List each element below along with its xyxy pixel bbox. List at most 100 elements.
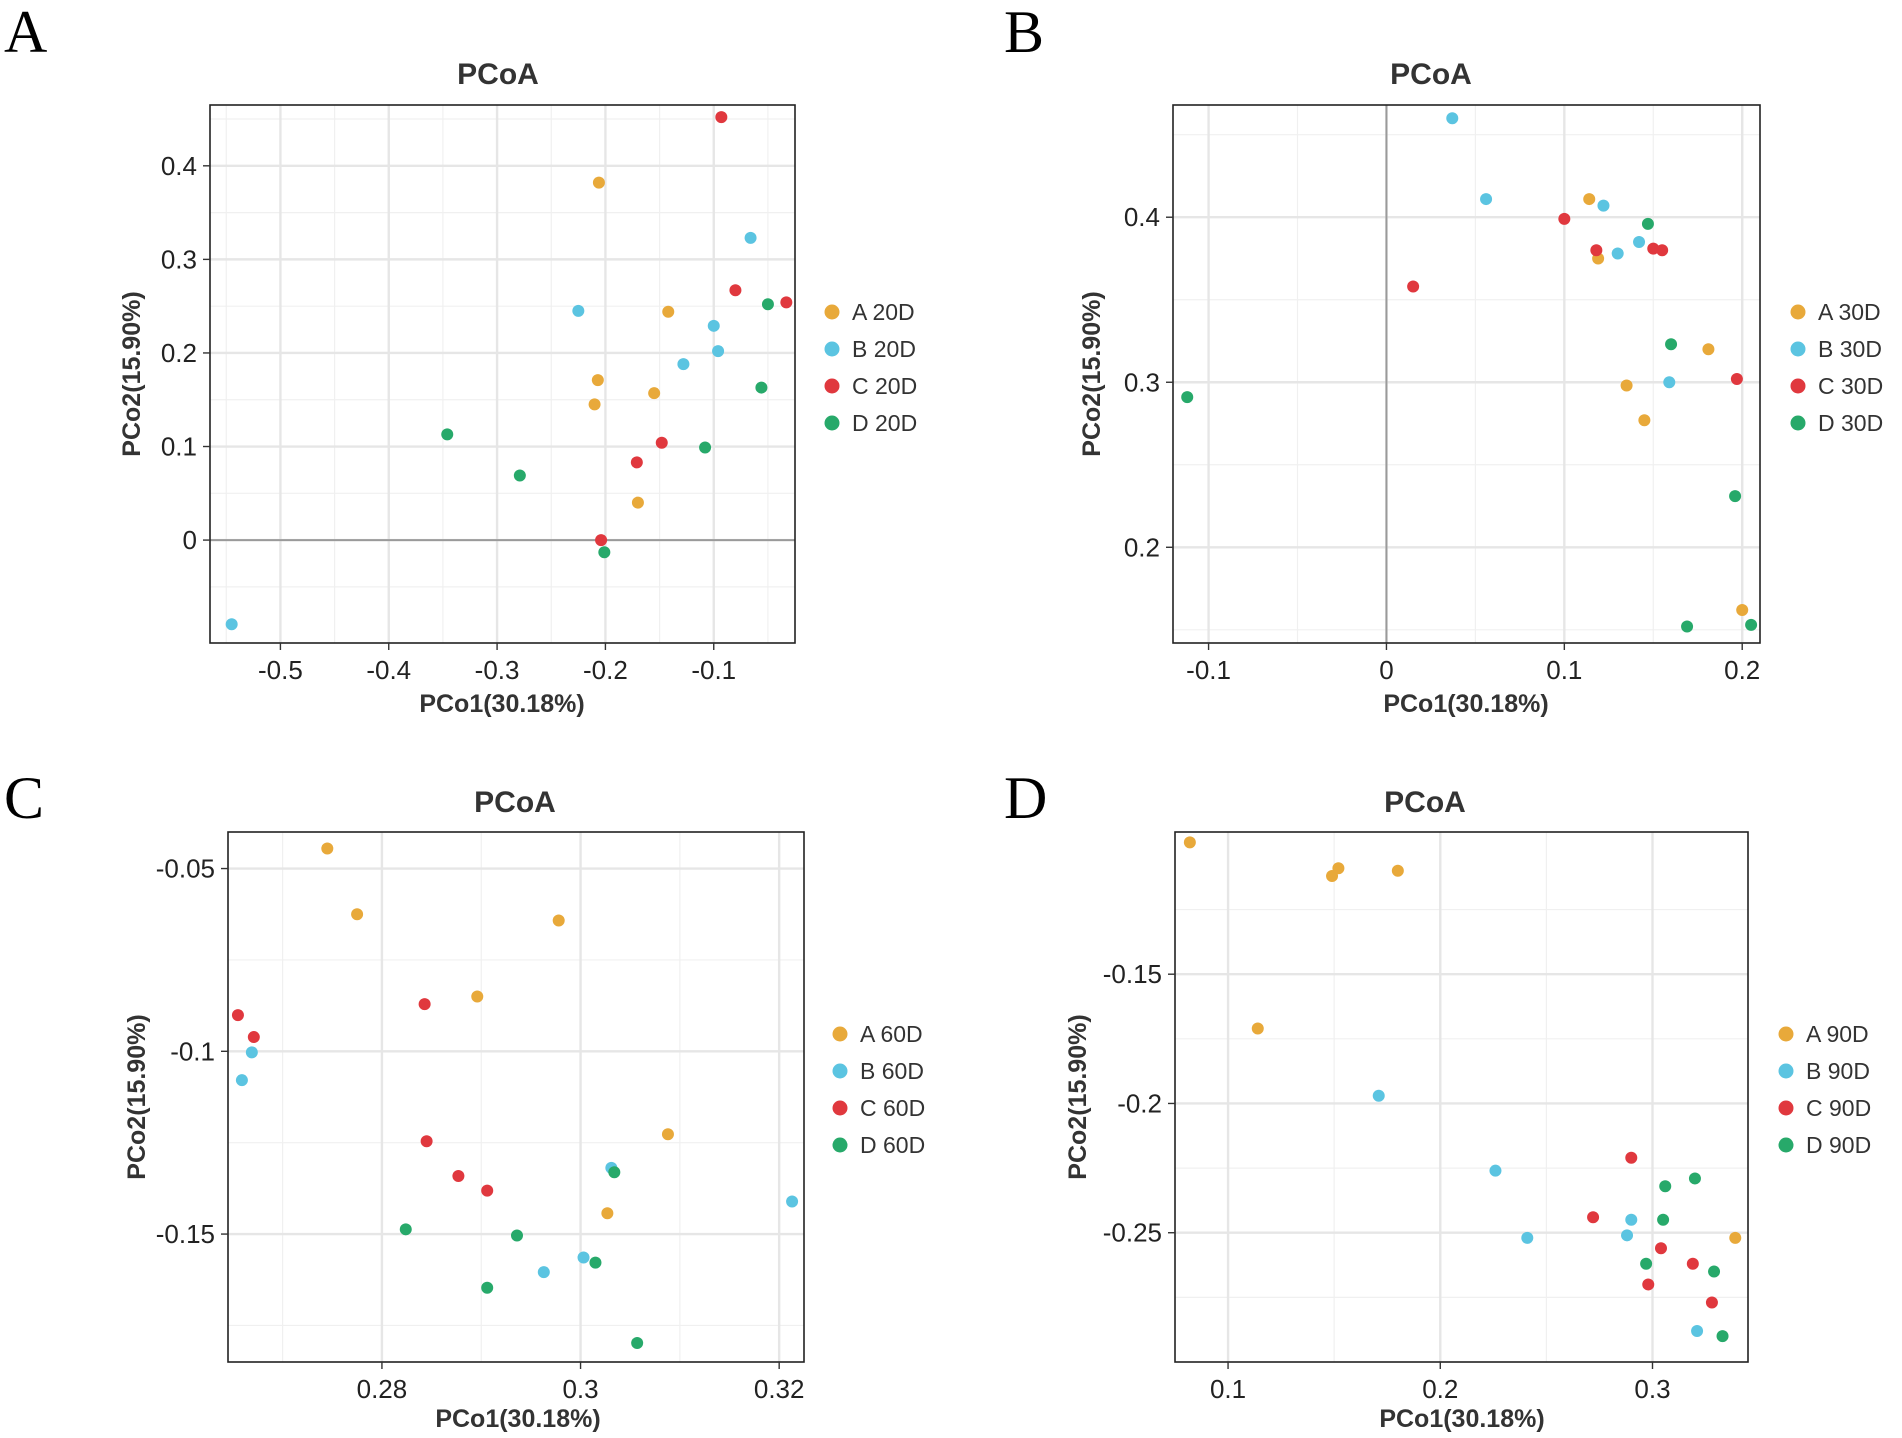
point-a — [351, 908, 364, 921]
x-tick-label: 0.2 — [1422, 1374, 1458, 1404]
point-a — [1729, 1231, 1742, 1244]
plot-frame — [1172, 104, 1761, 644]
legend-marker-c — [832, 1100, 848, 1116]
chart-title: PCoA — [1390, 58, 1472, 91]
point-b — [577, 1251, 590, 1264]
point-b — [537, 1266, 550, 1279]
point-b — [1621, 1229, 1634, 1242]
point-c — [595, 534, 608, 547]
point-c — [655, 436, 668, 449]
point-c — [452, 1169, 465, 1182]
point-a — [1620, 379, 1633, 392]
legend-label-a: A 60D — [860, 1021, 923, 1047]
point-c — [1686, 1257, 1699, 1270]
point-d — [589, 1256, 602, 1269]
data-points — [1183, 836, 1742, 1343]
data-points — [231, 842, 799, 1349]
point-b — [1446, 112, 1459, 125]
x-tick-label: 0.1 — [1210, 1374, 1246, 1404]
point-d — [1716, 1330, 1729, 1343]
point-b — [1521, 1231, 1534, 1244]
point-a — [588, 398, 601, 411]
point-d — [761, 298, 774, 311]
legend-label-a: A 30D — [1818, 299, 1881, 325]
point-b — [1625, 1213, 1638, 1226]
x-axis-label: PCo1(30.18%) — [1383, 690, 1548, 718]
y-tick-label: -0.25 — [1103, 1218, 1162, 1248]
data-points — [1181, 112, 1758, 633]
y-tick-label: -0.05 — [156, 854, 215, 884]
point-c — [1705, 1296, 1718, 1309]
legend-marker-a — [824, 304, 840, 320]
x-tick-label: 0 — [1379, 655, 1393, 685]
point-b — [1633, 235, 1646, 248]
panel-d: D PCoA 0.1 0.2 0.3 -0.25 -0.2 -0.15 PCo1(30.18%)… — [1004, 765, 1871, 1433]
point-b — [1480, 193, 1493, 206]
legend-marker-a — [1778, 1026, 1794, 1042]
point-b — [235, 1074, 248, 1087]
y-tick-label: -0.2 — [1117, 1088, 1162, 1118]
point-d — [1181, 391, 1194, 404]
legend-marker-d — [832, 1137, 848, 1153]
x-tick-label: -0.3 — [475, 655, 520, 685]
point-d — [1681, 620, 1694, 633]
point-b — [1611, 247, 1624, 260]
point-b — [1372, 1089, 1385, 1102]
point-d — [441, 428, 454, 441]
point-d — [510, 1229, 523, 1242]
legend-label-d: D 20D — [852, 410, 917, 436]
point-b — [1691, 1324, 1704, 1337]
point-a — [1638, 414, 1651, 427]
legend-label-d: D 30D — [1818, 410, 1883, 436]
point-a — [321, 842, 334, 855]
x-tick-label: 0.1 — [1546, 655, 1582, 685]
point-c — [715, 111, 728, 124]
legend-label-c: C 20D — [852, 373, 917, 399]
legend-label-a: A 20D — [852, 299, 915, 325]
grid — [1175, 832, 1748, 1362]
y-tick-label: 0 — [183, 525, 197, 555]
point-c — [1625, 1151, 1638, 1164]
legend-marker-a — [832, 1026, 848, 1042]
point-c — [630, 456, 643, 469]
legend-label-c: C 30D — [1818, 373, 1883, 399]
legend-marker-d — [1778, 1137, 1794, 1153]
legend-marker-a — [1790, 304, 1806, 320]
legend: A 60D B 60D C 60D D 60D — [832, 1021, 925, 1158]
point-d — [1659, 1180, 1672, 1193]
y-axis-label: PCo2(15.90%) — [123, 1014, 151, 1179]
plot-frame — [227, 831, 805, 1363]
point-c — [1647, 242, 1660, 255]
legend-label-b: B 90D — [1806, 1058, 1870, 1084]
point-a — [631, 496, 644, 509]
y-axis-label: PCo2(15.90%) — [1078, 291, 1106, 456]
point-a — [592, 176, 605, 189]
point-d — [1665, 338, 1678, 351]
panel-letter: D — [1004, 765, 1047, 831]
x-tick-label: -0.5 — [258, 655, 303, 685]
point-a — [591, 374, 604, 387]
legend-marker-d — [1790, 415, 1806, 431]
y-tick-label: -0.1 — [170, 1036, 215, 1066]
plot-background — [228, 832, 804, 1362]
point-c — [1587, 1211, 1600, 1224]
point-b — [744, 231, 757, 244]
y-tick-label: 0.3 — [161, 244, 197, 274]
point-b — [245, 1046, 258, 1059]
point-d — [608, 1166, 621, 1179]
point-a — [1326, 869, 1339, 882]
panel-letter: B — [1004, 0, 1044, 65]
legend-label-b: B 60D — [860, 1058, 924, 1084]
legend-label-b: B 20D — [852, 336, 916, 362]
legend: A 20D B 20D C 20D D 20D — [824, 299, 917, 436]
chart-title: PCoA — [474, 786, 556, 819]
point-c — [780, 296, 793, 309]
panel-c: C PCoA 0.28 0.3 0.32 -0.15 -0.1 -0.05 PCo1(30.18… — [4, 765, 925, 1433]
plot-background — [1173, 105, 1760, 643]
point-a — [661, 1128, 674, 1141]
point-b — [1597, 199, 1610, 212]
y-tick-label: 0.2 — [161, 338, 197, 368]
point-d — [1708, 1265, 1721, 1278]
legend-marker-b — [832, 1063, 848, 1079]
legend: A 90D B 90D C 90D D 90D — [1778, 1021, 1871, 1158]
